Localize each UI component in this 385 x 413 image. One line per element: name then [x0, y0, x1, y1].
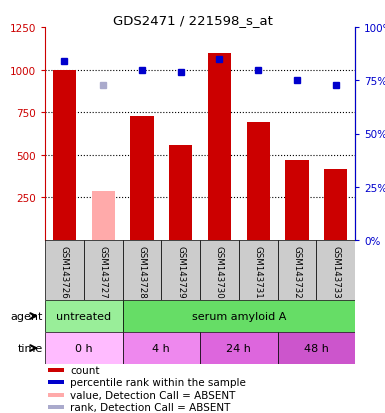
Bar	[285, 161, 308, 240]
Text: untreated: untreated	[56, 311, 111, 321]
Text: rank, Detection Call = ABSENT: rank, Detection Call = ABSENT	[70, 402, 231, 412]
Bar	[208, 53, 231, 240]
Bar	[200, 332, 278, 364]
Text: GSM143728: GSM143728	[137, 245, 146, 298]
Text: percentile rank within the sample: percentile rank within the sample	[70, 377, 246, 387]
Bar	[122, 240, 161, 300]
Bar	[49, 368, 64, 372]
Bar	[45, 240, 84, 300]
Bar	[246, 123, 270, 240]
Bar	[92, 191, 115, 240]
Text: GSM143733: GSM143733	[331, 245, 340, 298]
Bar	[161, 240, 200, 300]
Bar	[278, 332, 355, 364]
Text: GSM143732: GSM143732	[292, 245, 301, 298]
Bar	[316, 240, 355, 300]
Text: value, Detection Call = ABSENT: value, Detection Call = ABSENT	[70, 390, 236, 400]
Bar	[122, 300, 355, 332]
Bar	[200, 240, 239, 300]
Text: GSM143730: GSM143730	[215, 245, 224, 298]
Bar	[278, 240, 316, 300]
Bar	[239, 240, 278, 300]
Bar	[122, 332, 200, 364]
Bar	[84, 240, 122, 300]
Bar	[49, 405, 64, 409]
Text: GSM143731: GSM143731	[254, 245, 263, 298]
Bar	[49, 393, 64, 396]
Text: GDS2471 / 221598_s_at: GDS2471 / 221598_s_at	[112, 14, 273, 27]
Text: 4 h: 4 h	[152, 343, 170, 353]
Text: agent: agent	[11, 311, 43, 321]
Text: serum amyloid A: serum amyloid A	[192, 311, 286, 321]
Bar	[130, 116, 154, 240]
Text: time: time	[18, 343, 43, 353]
Text: 0 h: 0 h	[75, 343, 92, 353]
Bar	[324, 170, 347, 240]
Bar	[169, 146, 192, 240]
Text: GSM143727: GSM143727	[99, 245, 108, 298]
Text: 48 h: 48 h	[304, 343, 329, 353]
Text: count: count	[70, 365, 100, 375]
Bar	[45, 300, 122, 332]
Bar	[45, 332, 122, 364]
Text: GSM143726: GSM143726	[60, 245, 69, 298]
Text: GSM143729: GSM143729	[176, 245, 185, 298]
Bar	[53, 71, 76, 240]
Bar	[49, 380, 64, 385]
Text: 24 h: 24 h	[226, 343, 251, 353]
